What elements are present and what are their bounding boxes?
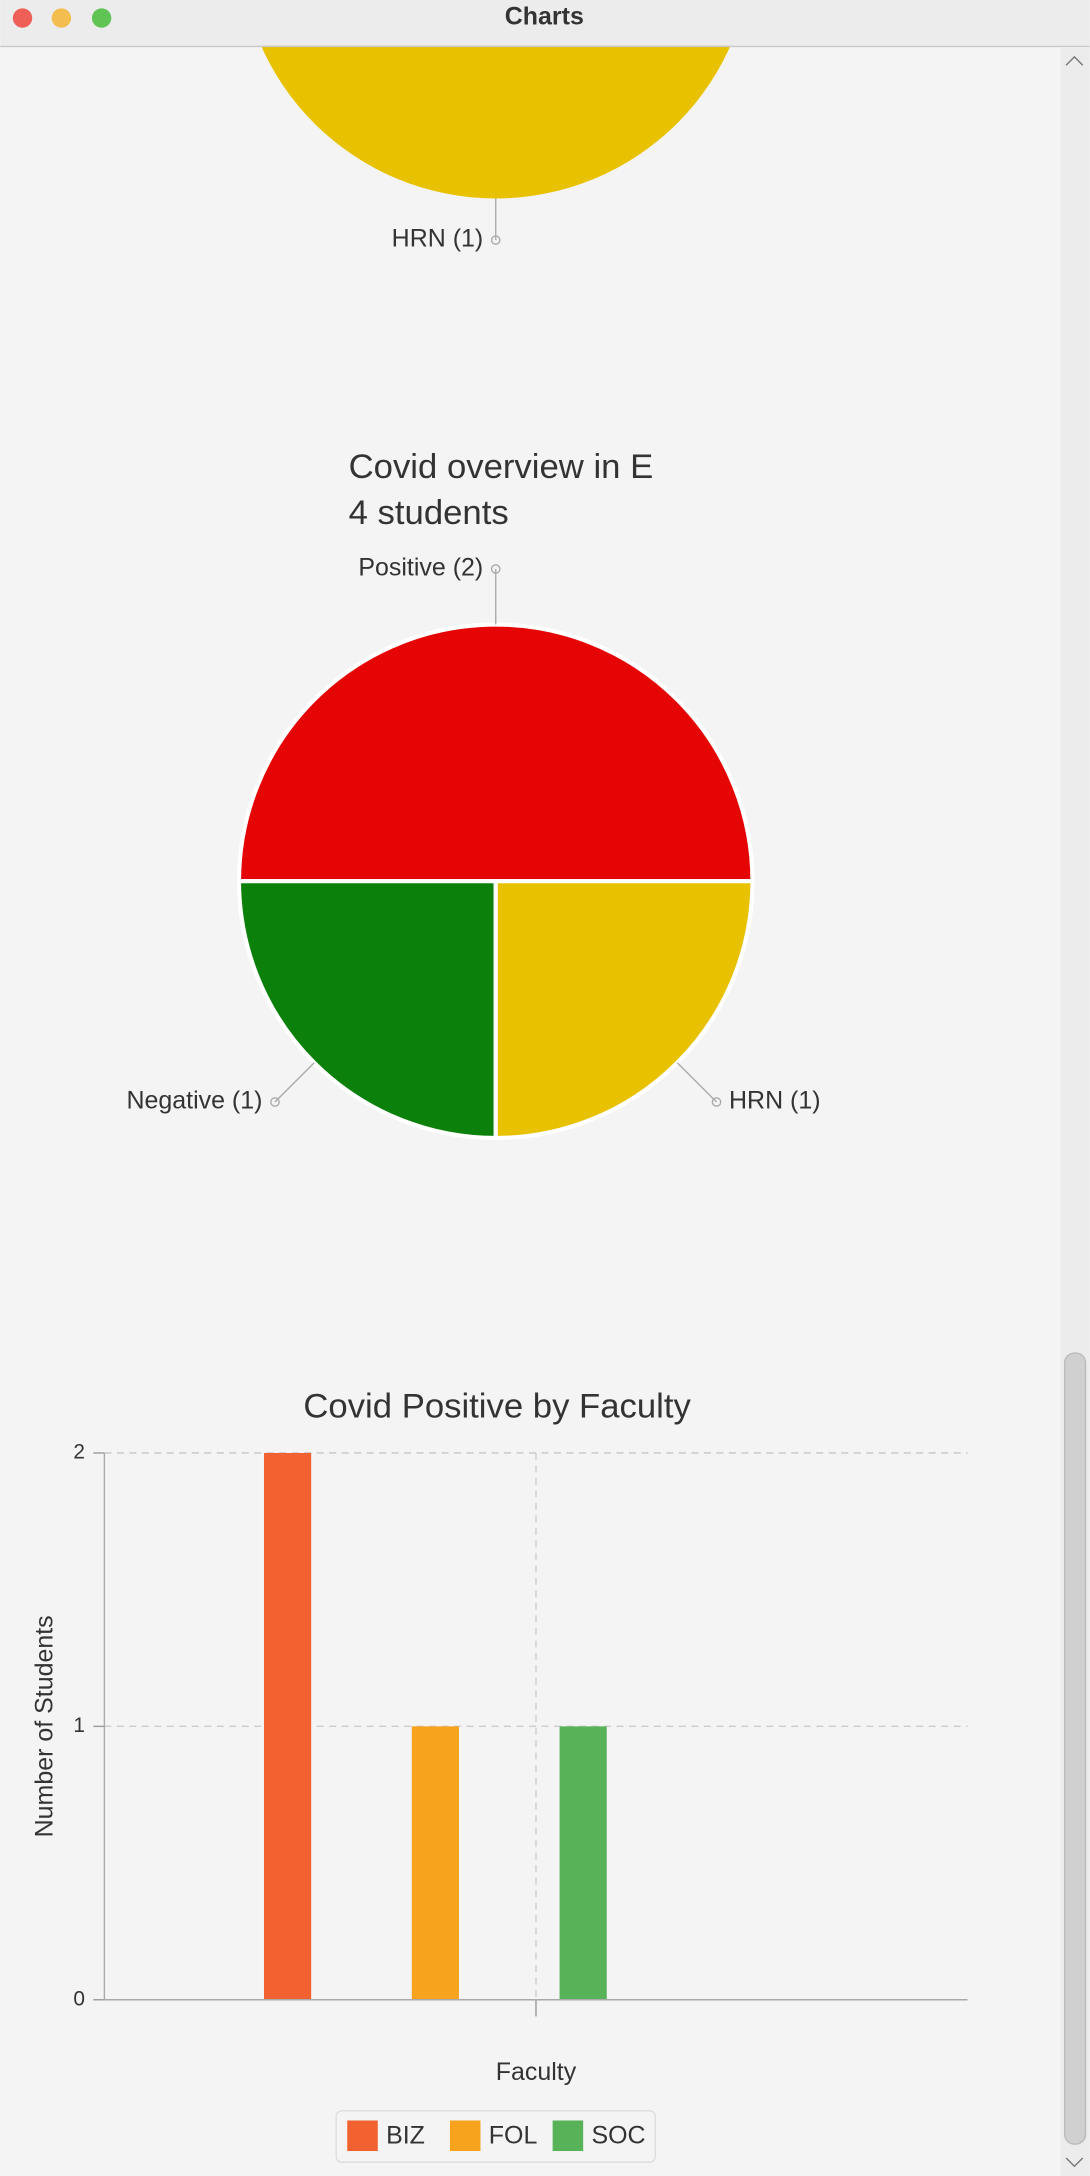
pie-title: Covid overview in E xyxy=(349,448,654,486)
scroll-down[interactable] xyxy=(1065,2157,1084,2168)
pie-slice xyxy=(236,622,755,884)
x-axis-label: Faculty xyxy=(496,2058,577,2086)
legend-swatch xyxy=(449,2120,481,2152)
pie-leader xyxy=(274,1062,315,1103)
legend-label: SOC xyxy=(591,2122,645,2150)
legend-swatch xyxy=(347,2120,378,2152)
pie-label: HRN (1) xyxy=(392,225,484,253)
pie-label: Negative (1) xyxy=(126,1087,262,1115)
y-tick-label: 2 xyxy=(73,1440,85,1463)
pie-leader-dot xyxy=(711,1097,722,1107)
minimize-button[interactable] xyxy=(51,8,72,28)
pie-leader-dot xyxy=(490,235,501,245)
y-axis-label: Number of Students xyxy=(31,1615,59,1837)
pie-slice xyxy=(493,879,755,1141)
close-button[interactable] xyxy=(12,8,33,28)
pie-slice xyxy=(245,0,746,199)
pie-label: HRN (1) xyxy=(729,1087,821,1115)
legend-swatch xyxy=(552,2120,584,2152)
window-title: Charts xyxy=(505,3,584,31)
scrollbar-thumb[interactable] xyxy=(1064,1352,1087,2145)
bar xyxy=(559,1726,607,2000)
bar-title: Covid Positive by Faculty xyxy=(303,1388,691,1426)
legend-label: BIZ xyxy=(386,2122,425,2150)
zoom-button[interactable] xyxy=(91,8,112,28)
scroll-up[interactable] xyxy=(1065,55,1084,66)
pie-leader-dot xyxy=(270,1097,280,1107)
bar xyxy=(263,1452,312,2000)
title-bar xyxy=(0,0,1090,46)
pie-slice xyxy=(236,879,498,1141)
pie-label: Positive (2) xyxy=(358,554,483,582)
y-tick-label: 1 xyxy=(73,1714,85,1737)
pie-subtitle: 4 students xyxy=(349,494,509,532)
pie-leader-dot xyxy=(490,564,501,574)
pie-leader xyxy=(676,1062,718,1103)
bar xyxy=(411,1726,459,2000)
legend-label: FOL xyxy=(489,2122,538,2150)
content: HRN (1) Covid overview in E 4 students Posi… xyxy=(31,0,968,2163)
y-tick-label: 0 xyxy=(73,1987,85,2010)
